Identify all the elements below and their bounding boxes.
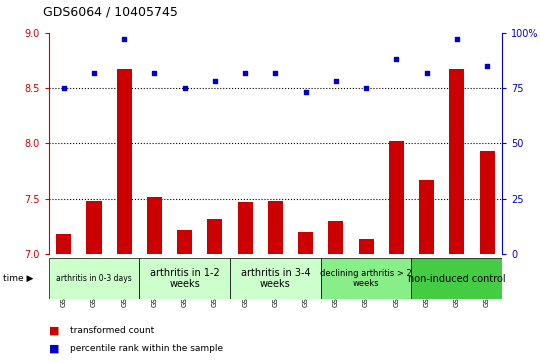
Text: non-induced control: non-induced control: [408, 274, 505, 284]
Point: [362, 85, 370, 91]
Bar: [321, 258, 411, 299]
Point: [241, 70, 249, 76]
Bar: [139, 258, 230, 299]
Bar: [56, 234, 71, 254]
Bar: [238, 202, 253, 254]
Bar: [177, 230, 192, 254]
Point: [271, 70, 280, 76]
Point: [211, 78, 219, 84]
Point: [453, 36, 461, 42]
Point: [180, 85, 189, 91]
Bar: [411, 258, 502, 299]
Bar: [298, 232, 313, 254]
Point: [392, 56, 401, 62]
Text: ■: ■: [49, 343, 59, 354]
Text: transformed count: transformed count: [70, 326, 154, 335]
Bar: [389, 141, 404, 254]
Point: [150, 70, 159, 76]
Point: [332, 78, 340, 84]
Point: [483, 63, 491, 69]
Point: [422, 70, 431, 76]
Point: [301, 90, 310, 95]
Text: percentile rank within the sample: percentile rank within the sample: [70, 344, 224, 353]
Bar: [419, 180, 434, 254]
Bar: [230, 258, 321, 299]
Bar: [117, 69, 132, 254]
Point: [120, 36, 129, 42]
Point: [59, 85, 68, 91]
Bar: [359, 238, 374, 254]
Point: [90, 70, 98, 76]
Bar: [480, 151, 495, 254]
Bar: [86, 201, 102, 254]
Text: ■: ■: [49, 325, 59, 335]
Bar: [328, 221, 343, 254]
Text: declining arthritis > 2
weeks: declining arthritis > 2 weeks: [320, 269, 412, 288]
Bar: [147, 196, 162, 254]
Text: GDS6064 / 10405745: GDS6064 / 10405745: [43, 5, 178, 18]
Bar: [449, 69, 464, 254]
Text: arthritis in 3-4
weeks: arthritis in 3-4 weeks: [241, 268, 310, 289]
Bar: [268, 201, 283, 254]
Text: time ▶: time ▶: [3, 274, 33, 283]
Text: arthritis in 1-2
weeks: arthritis in 1-2 weeks: [150, 268, 220, 289]
Text: arthritis in 0-3 days: arthritis in 0-3 days: [56, 274, 132, 283]
Bar: [207, 219, 222, 254]
Bar: [49, 258, 139, 299]
